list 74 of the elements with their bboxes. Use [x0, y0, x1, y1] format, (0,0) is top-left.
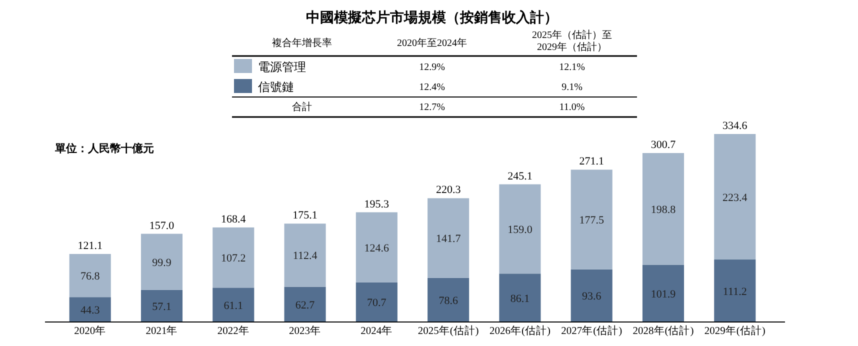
data-label: 70.7 [367, 297, 387, 310]
bar [284, 224, 326, 287]
data-label: 61.1 [224, 300, 244, 312]
data-label: 198.8 [650, 204, 676, 216]
total-label: 220.3 [436, 184, 462, 196]
x-tick-label: 2029年(估計) [704, 324, 766, 337]
data-label: 99.9 [152, 256, 172, 269]
bar [356, 212, 398, 282]
bar [356, 282, 398, 322]
text: 2025年（估計）至 2029年（估計） [532, 29, 612, 53]
x-tick-label: 2023年 [289, 325, 322, 337]
legend-label: 電源管理 [258, 60, 306, 74]
total-label: 300.7 [650, 139, 676, 152]
x-tick-label: 2026年(估計) [489, 324, 551, 337]
text: 12.4% [419, 82, 445, 93]
total-label: 157.0 [149, 220, 175, 232]
text: 12.9% [419, 62, 445, 73]
x-tick-label: 2027年(估計) [561, 324, 623, 337]
x-tick-label: 2020年 [74, 325, 106, 337]
text: 合計 [292, 101, 312, 113]
data-label: 101.9 [650, 288, 676, 300]
x-tick-label: 2025年(估計) [418, 324, 480, 337]
data-label: 141.7 [436, 233, 462, 246]
total-label: 175.1 [292, 210, 318, 222]
x-tick-label: 2022年 [217, 325, 250, 337]
bar [284, 286, 326, 322]
data-label: 93.6 [582, 290, 602, 303]
bar [499, 184, 541, 274]
total-label: 245.1 [508, 170, 532, 182]
total-label: 168.4 [221, 213, 246, 226]
bar [714, 134, 756, 260]
x-tick-label: 2021年 [146, 325, 178, 337]
x-tick-label: 2028年(估計) [632, 324, 694, 337]
data-label: 86.1 [510, 292, 530, 305]
data-label: 159.0 [508, 224, 533, 236]
data-label: 57.1 [152, 300, 172, 313]
legend-label: 信號鏈 [258, 80, 294, 94]
data-label: 223.4 [722, 192, 748, 204]
text: 複合年增長率 [272, 37, 332, 49]
total-label: 121.1 [78, 240, 102, 252]
x-tick-label: 2024年 [360, 325, 393, 337]
chart-title: 中國模擬芯片市場規模（按銷售收入計） [306, 9, 558, 26]
bar [69, 297, 111, 322]
data-label: 112.4 [292, 250, 318, 262]
text: 12.7% [419, 102, 445, 113]
data-label: 124.6 [364, 242, 390, 254]
bar [570, 269, 612, 322]
data-label: 111.2 [722, 286, 747, 298]
bar [428, 198, 470, 278]
bar [642, 153, 684, 265]
bar [714, 260, 756, 322]
data-label: 78.6 [438, 294, 458, 307]
bar [642, 264, 684, 322]
data-label: 107.2 [221, 252, 246, 265]
total-label: 195.3 [364, 198, 390, 210]
text: 9.1% [562, 82, 582, 93]
data-label: 177.5 [579, 214, 604, 227]
bar [212, 227, 254, 288]
bar [499, 274, 541, 322]
y-axis-title: 單位：人民幣十億元 [54, 142, 154, 155]
bar [140, 290, 183, 322]
total-label: 334.6 [722, 120, 748, 132]
text: 12.1% [559, 62, 585, 73]
bar [570, 170, 612, 270]
data-label: 62.7 [295, 299, 316, 312]
text: 2020年至2024年 [397, 37, 467, 49]
text: 11.0% [559, 102, 585, 113]
data-label: 76.8 [80, 270, 100, 283]
bar [69, 254, 111, 298]
bar [428, 278, 470, 322]
data-label: 44.3 [80, 304, 100, 317]
bar [140, 234, 183, 290]
bar [212, 288, 254, 322]
total-label: 271.1 [579, 156, 604, 168]
